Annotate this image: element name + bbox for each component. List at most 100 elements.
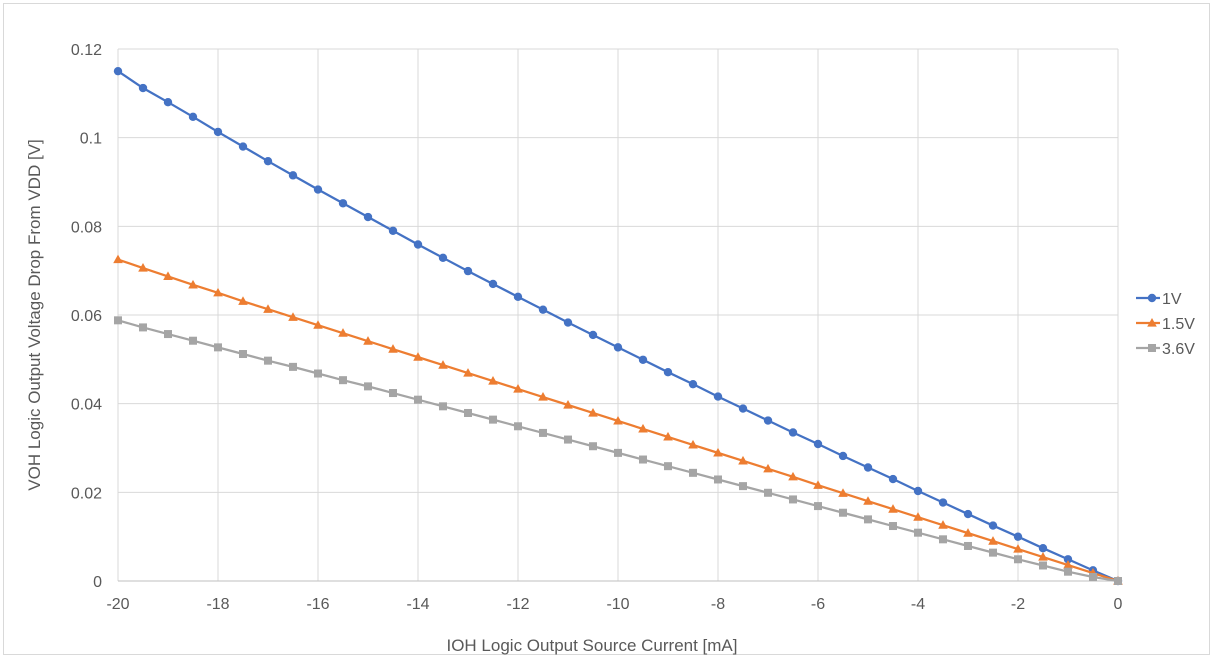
data-point-3.6V: [864, 515, 872, 524]
data-point-1V: [588, 330, 598, 340]
data-point-1.5V: [438, 360, 448, 369]
data-point-1V: [938, 498, 948, 507]
data-point-1V: [663, 367, 673, 377]
legend-label: 1V: [1162, 291, 1182, 308]
data-point-1.5V: [288, 312, 298, 321]
data-point-1V: [638, 355, 648, 364]
legend-item-1V: 1V: [1136, 291, 1182, 308]
data-point-1V: [863, 463, 873, 472]
data-point-3.6V: [689, 468, 697, 477]
data-point-3.6V: [264, 356, 272, 365]
data-point-1.5V: [188, 279, 198, 289]
data-point-1V: [463, 266, 473, 276]
data-point-1V: [688, 379, 698, 389]
data-point-1V: [288, 171, 298, 180]
data-point-1V: [213, 127, 223, 137]
data-point-3.6V: [139, 323, 147, 332]
series-3.6V: [114, 316, 1122, 585]
data-point-1V: [1147, 293, 1157, 303]
data-point-1.5V: [113, 254, 123, 264]
data-point-3.6V: [489, 415, 497, 424]
gridlines: [117, 48, 1119, 581]
data-point-1.5V: [663, 431, 673, 441]
data-point-1V: [538, 305, 548, 314]
legend: 1V 1.5V 3.6V: [1136, 291, 1195, 358]
data-point-1V: [513, 292, 523, 302]
data-point-1V: [188, 112, 198, 122]
data-point-1V: [713, 392, 723, 401]
data-point-3.6V: [364, 382, 372, 391]
y-tick-label: 0.1: [80, 131, 102, 148]
data-point-3.6V: [439, 402, 447, 411]
data-point-3.6V: [889, 522, 897, 531]
data-point-1V: [563, 318, 573, 327]
data-point-3.6V: [664, 462, 672, 471]
legend-label: 1.5V: [1162, 316, 1195, 333]
data-point-1.5V: [788, 471, 798, 481]
x-tick-label: -6: [811, 596, 825, 613]
data-point-1V: [888, 474, 898, 484]
data-point-3.6V: [289, 362, 297, 371]
series-group: [113, 66, 1123, 586]
data-point-3.6V: [1114, 577, 1122, 585]
x-tick-label: -16: [306, 596, 329, 613]
x-tick-label: 0: [1114, 596, 1123, 613]
data-point-3.6V: [314, 369, 322, 378]
data-point-1.5V: [563, 399, 573, 409]
data-point-3.6V: [539, 428, 547, 437]
data-point-3.6V: [964, 541, 972, 550]
data-point-1V: [363, 212, 373, 222]
data-point-1V: [788, 428, 798, 437]
x-axis-title: IOH Logic Output Source Current [mA]: [446, 636, 737, 655]
data-point-3.6V: [814, 502, 822, 511]
data-point-1V: [263, 156, 273, 166]
data-point-3.6V: [614, 448, 622, 457]
data-point-1.5V: [1013, 544, 1023, 553]
data-point-1.5V: [338, 328, 348, 337]
data-point-3.6V: [189, 336, 197, 345]
data-point-1V: [613, 343, 623, 352]
data-point-1.5V: [738, 455, 748, 465]
y-tick-label: 0: [93, 574, 102, 591]
data-point-3.6V: [164, 330, 172, 339]
data-point-1.5V: [1038, 552, 1048, 561]
data-point-3.6V: [939, 535, 947, 544]
data-point-3.6V: [239, 350, 247, 359]
y-tick-label: 0.02: [71, 485, 102, 502]
data-point-3.6V: [114, 316, 122, 325]
data-point-1.5V: [863, 496, 873, 505]
data-point-1.5V: [488, 376, 498, 385]
x-tick-label: -10: [606, 596, 629, 613]
data-point-3.6V: [514, 422, 522, 431]
data-point-1V: [738, 404, 748, 413]
data-point-1.5V: [763, 463, 773, 473]
data-point-3.6V: [389, 389, 397, 398]
data-point-3.6V: [564, 435, 572, 444]
data-point-1.5V: [813, 480, 823, 489]
data-point-3.6V: [339, 376, 347, 385]
data-point-1V: [913, 486, 923, 496]
data-point-1V: [388, 226, 398, 235]
series-1V: [113, 66, 1123, 586]
y-tick-label: 0.04: [71, 397, 102, 414]
data-point-1.5V: [688, 439, 698, 449]
data-point-1V: [413, 240, 423, 249]
y-tick-label: 0.08: [71, 219, 102, 236]
data-point-1.5V: [638, 423, 648, 433]
data-point-3.6V: [1148, 344, 1156, 352]
data-point-1V: [1013, 532, 1023, 541]
data-point-1.5V: [888, 504, 898, 513]
data-point-1.5V: [263, 304, 273, 313]
x-tick-label: -8: [711, 596, 725, 613]
data-point-1.5V: [963, 528, 973, 537]
tick-labels: -20 -18 -16 -14 -12 -10 -8 -6 -4 -2 000.020.040.06…: [71, 42, 1123, 613]
data-point-1V: [238, 142, 248, 151]
data-point-1.5V: [713, 447, 723, 457]
data-point-1.5V: [463, 368, 473, 377]
data-point-3.6V: [589, 442, 597, 451]
data-point-3.6V: [989, 548, 997, 557]
data-point-1V: [813, 439, 823, 449]
legend-label: 3.6V: [1162, 341, 1195, 358]
data-point-1.5V: [388, 344, 398, 353]
data-point-3.6V: [464, 408, 472, 417]
